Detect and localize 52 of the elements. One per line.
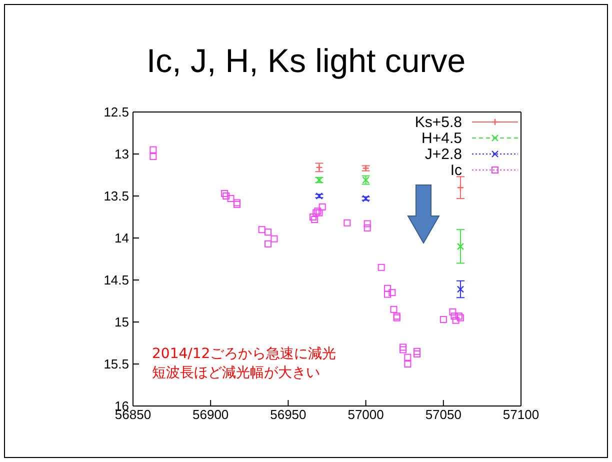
point bbox=[456, 286, 464, 293]
point bbox=[318, 203, 326, 210]
point bbox=[310, 214, 317, 220]
legend-label: Ic bbox=[450, 162, 462, 178]
x-tick-label: 57100 bbox=[502, 407, 540, 422]
annotation: 短波長ほど減光幅が大きい bbox=[152, 364, 320, 383]
annotation: 2014/12ごろから急速に減光 bbox=[152, 345, 336, 364]
point bbox=[440, 316, 447, 323]
x-tick-label: 56900 bbox=[192, 407, 229, 422]
legend-label: J+2.8 bbox=[424, 146, 462, 162]
y-tick-label: 14.5 bbox=[104, 272, 129, 288]
point bbox=[400, 346, 407, 354]
point bbox=[150, 146, 157, 154]
point bbox=[270, 235, 278, 242]
point bbox=[400, 344, 407, 351]
y-tick-label: 13.5 bbox=[104, 188, 129, 204]
point bbox=[150, 153, 157, 160]
point bbox=[384, 284, 392, 292]
point bbox=[378, 264, 385, 271]
point bbox=[452, 316, 460, 324]
point bbox=[450, 312, 458, 320]
x-tick-label: 56950 bbox=[270, 407, 306, 422]
point bbox=[404, 354, 412, 361]
point bbox=[264, 228, 272, 236]
point bbox=[390, 306, 398, 313]
y-tick-label: 13 bbox=[114, 146, 129, 162]
y-tick-label: 12.5 bbox=[104, 104, 129, 120]
legend-label: Ks+5.8 bbox=[414, 114, 462, 130]
point bbox=[264, 240, 272, 248]
y-tick-label: 15.5 bbox=[104, 356, 129, 372]
point bbox=[456, 184, 464, 192]
chart-title: Ic, J, H, Ks light curve bbox=[145, 42, 467, 80]
point bbox=[449, 308, 456, 316]
point bbox=[221, 190, 228, 197]
point bbox=[344, 219, 351, 226]
x-tick-label: 57050 bbox=[425, 407, 462, 422]
point bbox=[364, 224, 371, 232]
point bbox=[384, 290, 392, 298]
x-tick-label: 57000 bbox=[348, 407, 384, 422]
point bbox=[258, 226, 266, 234]
point bbox=[364, 220, 371, 228]
legend-label: H+4.5 bbox=[422, 130, 462, 146]
y-tick-label: 15 bbox=[114, 314, 129, 330]
point bbox=[227, 195, 234, 202]
point bbox=[414, 348, 421, 355]
point bbox=[311, 216, 318, 224]
point bbox=[414, 350, 421, 358]
point bbox=[222, 192, 230, 200]
point bbox=[388, 289, 396, 296]
point bbox=[404, 360, 412, 368]
point bbox=[456, 242, 464, 250]
y-tick-label: 14 bbox=[114, 230, 129, 246]
